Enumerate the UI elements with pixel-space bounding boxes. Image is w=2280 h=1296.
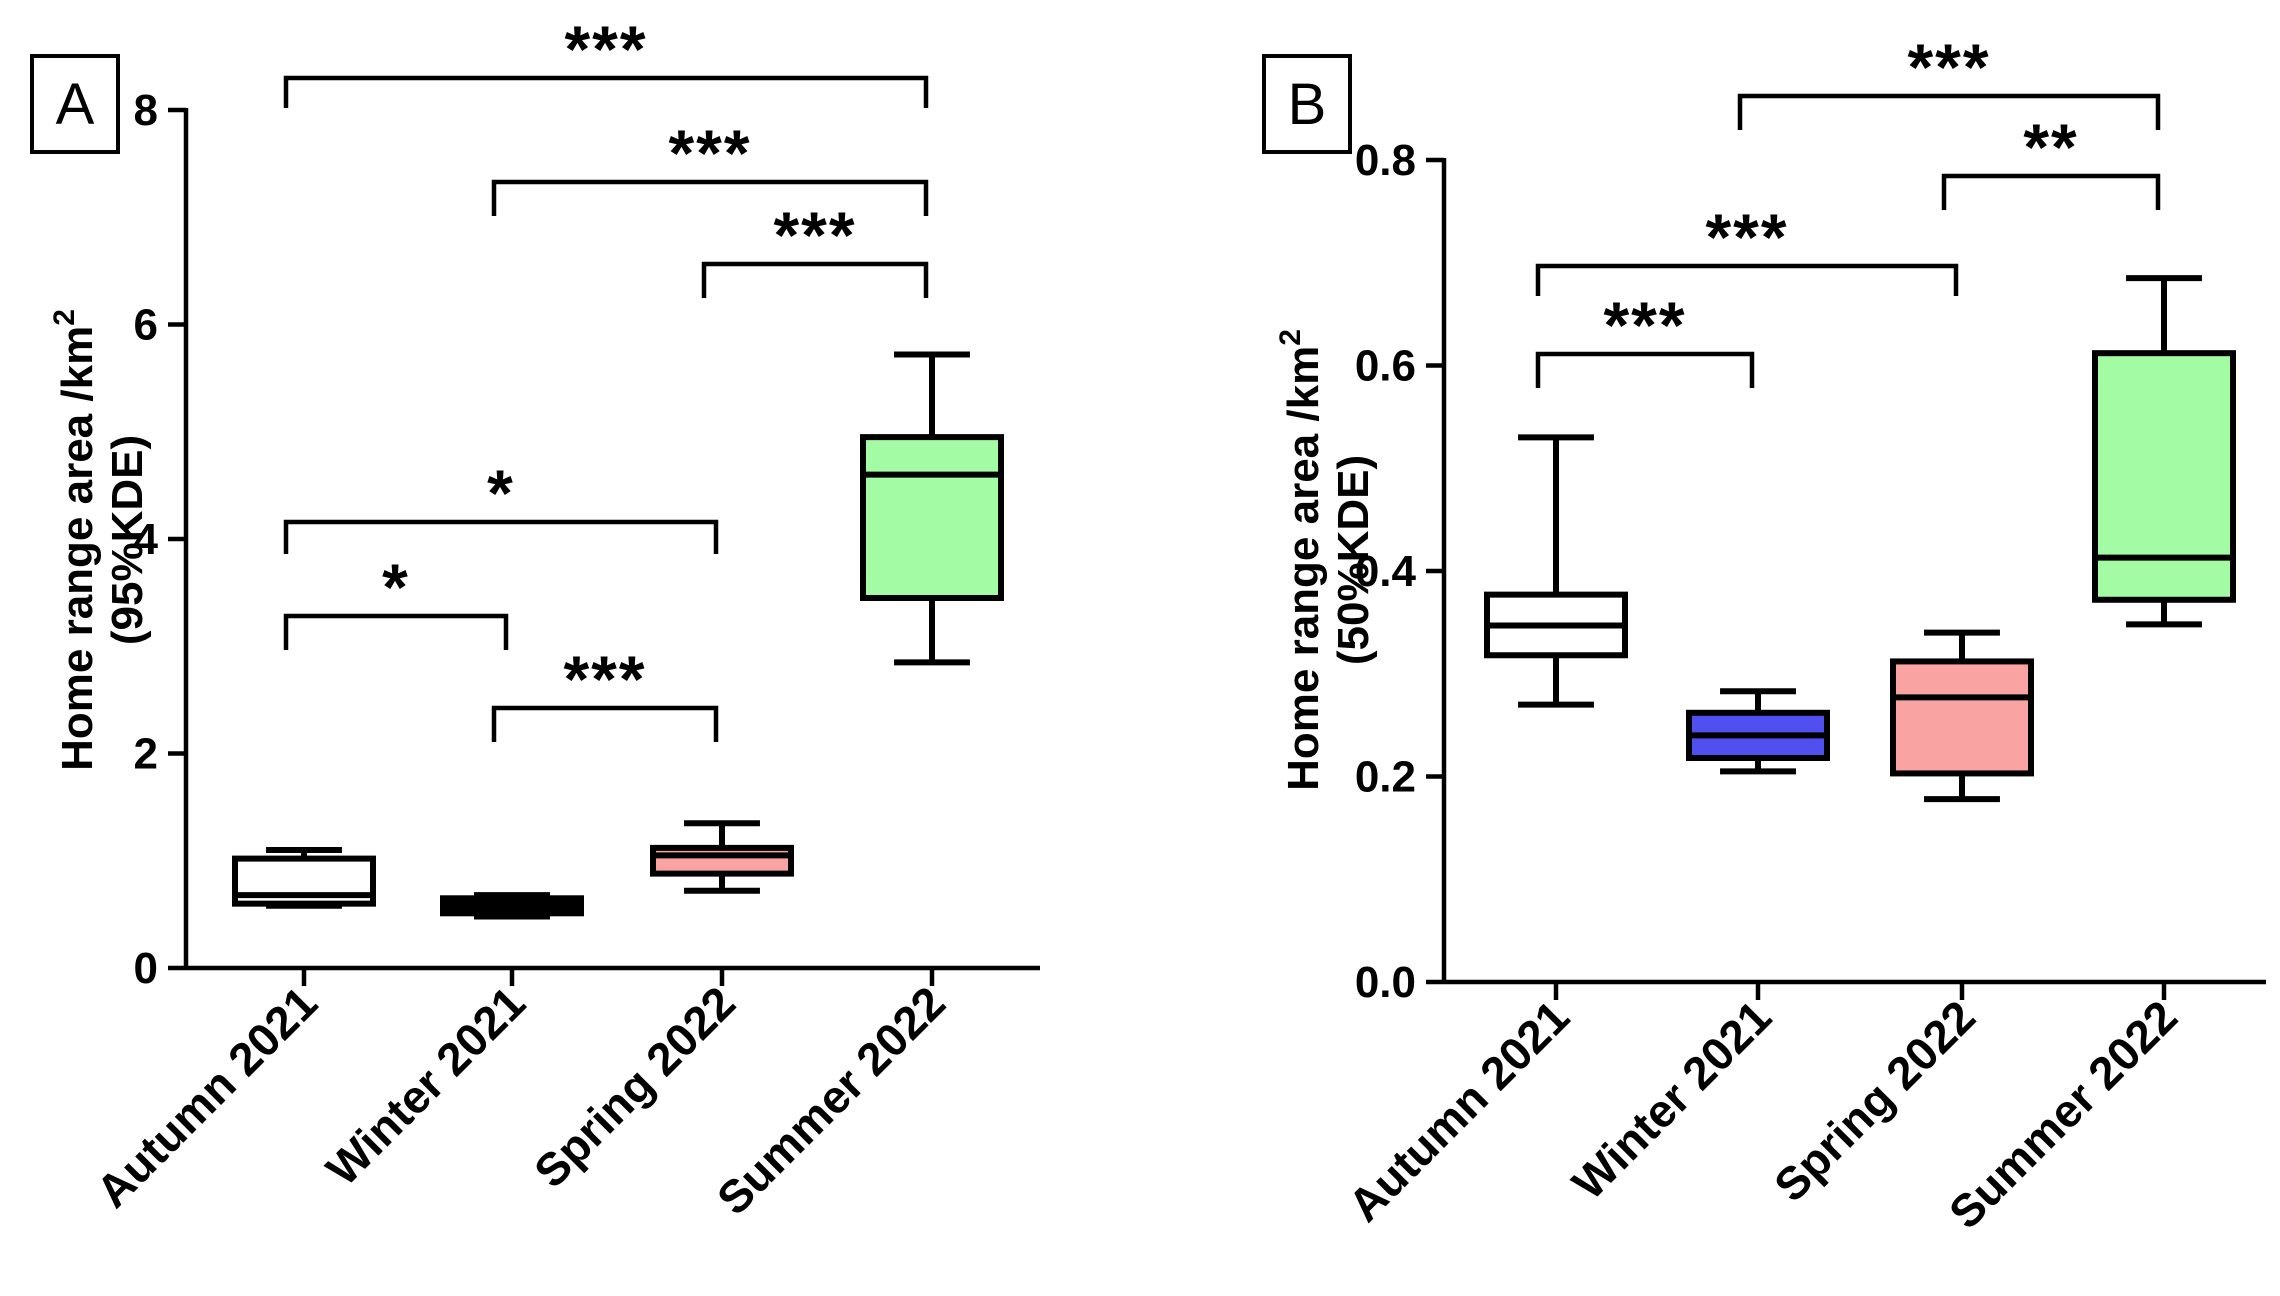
bracket-line [491, 705, 719, 742]
box-autumn-2021 [1484, 434, 1628, 708]
significance-label: ** [2023, 110, 2078, 184]
significance-bracket: *** [701, 198, 929, 298]
significance-bracket: *** [491, 642, 719, 742]
significance-bracket: * [283, 456, 719, 554]
x-category-label: Winter 2021 [1562, 990, 1781, 1209]
y-axis-title: Home range area /km2 [1274, 329, 1328, 791]
box-spring-2022 [650, 820, 794, 894]
y-tick-label: 2 [134, 730, 158, 779]
y-tick-label: 0.8 [1355, 136, 1416, 185]
significance-bracket: * [283, 550, 509, 650]
significance-label: * [382, 550, 410, 624]
panel-label-box [1262, 54, 1352, 154]
significance-label: *** [1907, 30, 1990, 104]
y-tick-label: 6 [134, 301, 158, 350]
bracket-line [1737, 93, 2161, 130]
significance-bracket: *** [1535, 288, 1755, 388]
bracket-line [491, 179, 929, 216]
iqr-box [860, 434, 1004, 601]
bracket-line [283, 519, 719, 554]
y-tick-label: 0.6 [1355, 342, 1416, 391]
bracket-line [1535, 351, 1755, 388]
y-axis-title-line2: (50%KDE) [1329, 455, 1378, 665]
significance-label: *** [1603, 288, 1686, 362]
y-tick-label: 4 [134, 515, 159, 564]
bracket-line [283, 613, 509, 650]
significance-label: *** [1705, 200, 1788, 274]
significance-label: *** [773, 198, 856, 272]
bracket-line [283, 75, 929, 108]
significance-bracket: ** [1941, 110, 2161, 210]
box-winter-2021 [1686, 688, 1830, 775]
significance-bracket: *** [283, 12, 929, 108]
significance-label: *** [563, 642, 646, 716]
x-category-label: Autumn 2021 [86, 976, 327, 1217]
y-tick-label: 0.2 [1355, 753, 1416, 802]
significance-bracket: *** [1535, 200, 1959, 296]
box-summer-2022 [2092, 275, 2236, 628]
box-summer-2022 [860, 351, 1004, 666]
significance-bracket: *** [491, 116, 929, 216]
significance-label: *** [564, 12, 647, 86]
iqr-box [1890, 658, 2034, 777]
x-category-label: Autumn 2021 [1338, 990, 1579, 1231]
y-axis-title-line2: (95%KDE) [103, 435, 152, 645]
iqr-box [2092, 350, 2236, 603]
x-category-label: Winter 2021 [316, 976, 535, 1195]
panel-label: B [1288, 72, 1327, 137]
bracket-line [701, 261, 929, 298]
y-tick-label: 0 [134, 944, 158, 993]
x-category-label: Spring 2022 [1764, 990, 1985, 1211]
y-axis-title-main: Home range area /km [1279, 346, 1328, 791]
significance-bracket: *** [1737, 30, 2161, 130]
y-tick-label: 0.4 [1355, 547, 1417, 596]
iqr-box [650, 844, 794, 877]
bracket-line [1535, 263, 1959, 296]
significance-label: * [487, 456, 515, 530]
significance-label: *** [668, 116, 751, 190]
y-axis-title: Home range area /km2 [48, 309, 102, 771]
y-axis-title-superscript: 2 [48, 309, 81, 326]
bracket-line [1941, 173, 2161, 210]
x-category-label: Spring 2022 [524, 976, 745, 1197]
box-autumn-2021 [232, 847, 376, 909]
y-tick-label: 0.0 [1355, 958, 1416, 1007]
y-tick-label: 8 [134, 86, 158, 135]
panel-label-box [30, 54, 120, 154]
panel-label: A [56, 72, 95, 137]
box-winter-2021 [440, 892, 584, 920]
box-spring-2022 [1890, 629, 2034, 803]
y-axis-title-main: Home range area /km [53, 326, 102, 771]
y-axis-title-superscript: 2 [1274, 329, 1307, 346]
